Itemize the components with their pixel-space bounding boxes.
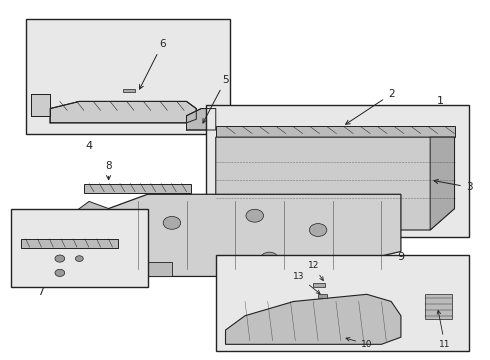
- Text: 13: 13: [293, 272, 320, 294]
- Circle shape: [55, 255, 65, 262]
- Text: 10: 10: [346, 338, 372, 349]
- Bar: [206, 105, 469, 237]
- Bar: [26, 19, 230, 134]
- Text: 4: 4: [86, 141, 93, 151]
- Polygon shape: [225, 294, 401, 344]
- Polygon shape: [109, 194, 401, 276]
- Circle shape: [246, 209, 264, 222]
- Text: 7: 7: [37, 287, 44, 297]
- Polygon shape: [216, 137, 455, 230]
- Text: 12: 12: [308, 261, 323, 280]
- Bar: [84, 184, 192, 193]
- Circle shape: [55, 269, 65, 276]
- Polygon shape: [216, 126, 455, 137]
- Text: 9: 9: [397, 252, 404, 262]
- Bar: [318, 294, 327, 298]
- Text: 5: 5: [203, 75, 229, 123]
- Text: 3: 3: [434, 179, 472, 192]
- Text: 6: 6: [140, 39, 166, 89]
- Text: 1: 1: [437, 96, 443, 107]
- Polygon shape: [70, 202, 109, 262]
- Polygon shape: [187, 109, 216, 130]
- Bar: [216, 255, 469, 351]
- Bar: [11, 208, 147, 287]
- Text: 11: 11: [437, 310, 450, 349]
- Circle shape: [309, 224, 327, 237]
- Polygon shape: [30, 94, 50, 116]
- Circle shape: [75, 256, 83, 261]
- Circle shape: [261, 252, 278, 265]
- Bar: [313, 283, 325, 287]
- Polygon shape: [109, 262, 172, 276]
- Text: 8: 8: [105, 161, 112, 180]
- Bar: [21, 239, 118, 248]
- Circle shape: [163, 216, 181, 229]
- Polygon shape: [50, 102, 196, 123]
- Bar: [425, 294, 452, 319]
- Text: 2: 2: [345, 89, 394, 124]
- Bar: [123, 89, 135, 93]
- Polygon shape: [430, 137, 455, 230]
